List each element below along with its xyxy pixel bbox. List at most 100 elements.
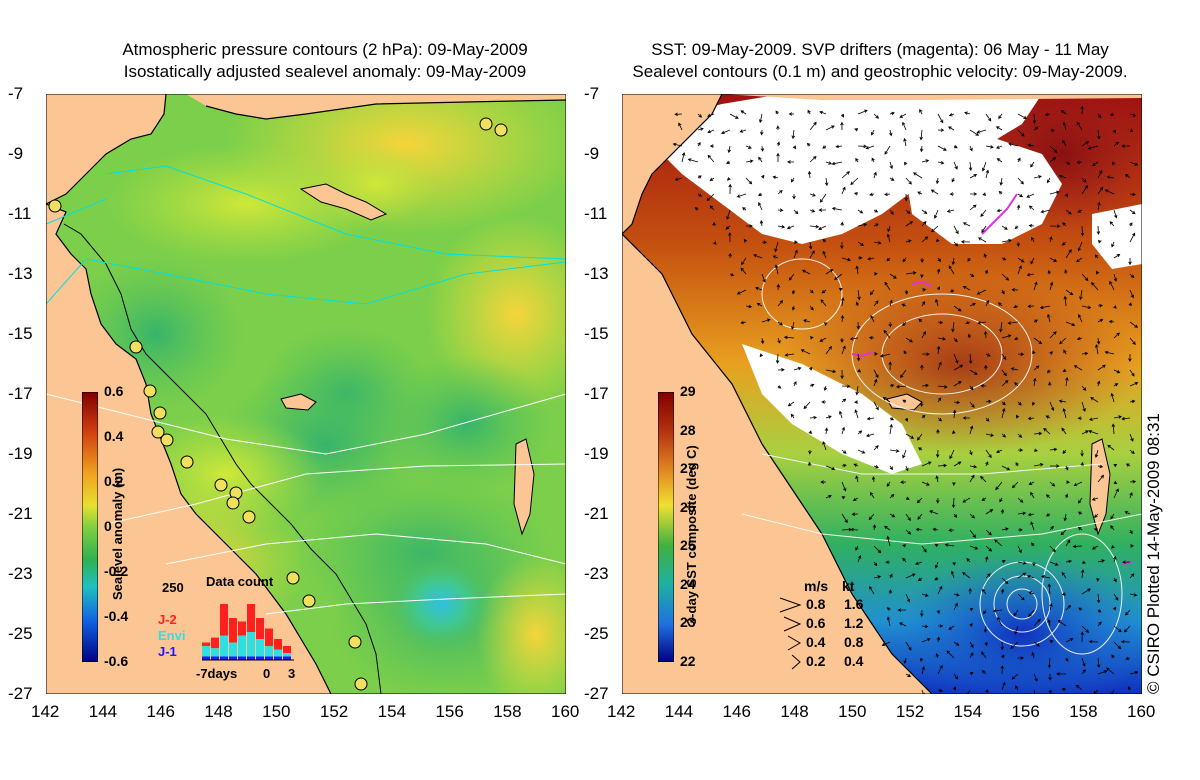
velocity-vector <box>953 381 962 387</box>
velocity-vector <box>1104 350 1115 355</box>
velocity-vector <box>1001 273 1010 281</box>
velocity-vector <box>917 433 923 441</box>
velocity-vector <box>884 145 891 155</box>
velocity-vector <box>985 299 990 307</box>
velocity-vector <box>803 401 811 410</box>
velocity-legend-kt: 1.6 <box>844 596 864 612</box>
velocity-vector <box>1065 161 1071 165</box>
y-tick-label: -13 <box>8 264 33 283</box>
velocity-vector <box>1033 641 1040 647</box>
velocity-vector <box>1028 205 1035 211</box>
velocity-vector <box>1065 559 1073 564</box>
y-tick-label: -27 <box>8 684 33 703</box>
y-tick-label: -21 <box>584 504 609 523</box>
velocity-vector <box>935 177 940 185</box>
velocity-vector <box>809 336 814 340</box>
velocity-vector <box>760 337 765 345</box>
velocity-vector <box>869 491 875 499</box>
velocity-vector <box>840 113 845 118</box>
velocity-vector <box>808 449 812 455</box>
velocity-vector <box>850 177 859 186</box>
velocity-vector <box>760 145 765 152</box>
velocity-vector <box>841 398 847 403</box>
velocity-vector <box>1128 302 1132 307</box>
velocity-vector <box>855 475 859 483</box>
velocity-vector <box>1001 654 1005 659</box>
y-tick-label: -7 <box>8 84 24 103</box>
velocity-vector <box>1081 430 1089 435</box>
velocity-vector <box>985 545 993 552</box>
velocity-vector <box>783 335 795 340</box>
velocity-vector <box>873 209 879 213</box>
velocity-vector <box>937 624 944 628</box>
data-count-bar-envi <box>238 635 246 657</box>
velocity-vector <box>873 369 879 379</box>
velocity-vector <box>1001 681 1006 691</box>
velocity-vector <box>857 554 862 563</box>
velocity-vector <box>1065 539 1071 547</box>
x-tick-label: 156 <box>1011 702 1040 721</box>
velocity-vector <box>1080 461 1084 467</box>
velocity-vector <box>841 171 850 179</box>
velocity-vector <box>1041 575 1051 579</box>
data-count-bar-j2 <box>283 646 291 653</box>
velocity-vector <box>1065 604 1072 611</box>
velocity-vector <box>1109 112 1115 117</box>
velocity-vector <box>937 385 948 389</box>
velocity-vector <box>1065 480 1071 484</box>
velocity-vector <box>992 609 1003 613</box>
velocity-vector <box>857 289 861 301</box>
velocity-vector <box>1087 145 1099 150</box>
velocity-vector <box>915 527 923 532</box>
velocity-vector <box>808 241 813 250</box>
velocity-vector <box>936 636 941 643</box>
velocity-vector <box>1129 337 1136 345</box>
velocity-vector <box>1093 527 1099 532</box>
velocity-vector <box>788 112 795 116</box>
velocity-vector <box>1109 221 1115 227</box>
velocity-vector <box>713 241 717 245</box>
velocity-vector <box>1045 513 1051 517</box>
velocity-vector <box>900 480 907 484</box>
velocity-vector <box>840 241 844 250</box>
velocity-vector <box>933 209 939 219</box>
velocity-vector <box>889 493 895 499</box>
velocity-vector <box>694 207 699 211</box>
velocity-vector <box>777 368 785 372</box>
left-title-line2: Isostatically adjusted sealevel anomaly:… <box>123 62 527 81</box>
velocity-vector <box>949 192 955 196</box>
velocity-vector <box>888 361 892 371</box>
velocity-vector <box>889 449 900 453</box>
velocity-vector <box>980 384 987 388</box>
velocity-vector <box>791 305 796 311</box>
velocity-vector <box>728 232 732 243</box>
left-colorbar-tick: 0 <box>104 518 112 534</box>
velocity-vector <box>729 113 739 119</box>
velocity-vector <box>1113 209 1118 219</box>
velocity-vector <box>835 144 843 149</box>
velocity-vector <box>1129 113 1137 117</box>
velocity-vector <box>1001 369 1007 377</box>
velocity-vector <box>969 474 975 483</box>
velocity-vector <box>920 609 924 618</box>
velocity-vector <box>855 301 860 307</box>
velocity-vector <box>1049 545 1056 553</box>
velocity-vector <box>1014 225 1019 230</box>
velocity-vector <box>869 192 875 197</box>
velocity-vector <box>952 561 956 566</box>
velocity-vector <box>1096 270 1100 275</box>
velocity-vector <box>1097 609 1102 613</box>
velocity-vector <box>1033 431 1043 436</box>
velocity-vector <box>819 337 827 342</box>
velocity-vector <box>1096 593 1101 604</box>
velocity-vector <box>871 476 876 483</box>
velocity-vector <box>1065 638 1074 643</box>
velocity-vector <box>841 384 851 389</box>
velocity-vector <box>969 425 974 435</box>
velocity-vector <box>948 126 955 131</box>
velocity-vector <box>822 250 827 259</box>
velocity-vector <box>1058 174 1067 179</box>
velocity-vector <box>984 364 988 371</box>
velocity-vector <box>1097 240 1102 244</box>
velocity-vector <box>1010 641 1019 649</box>
